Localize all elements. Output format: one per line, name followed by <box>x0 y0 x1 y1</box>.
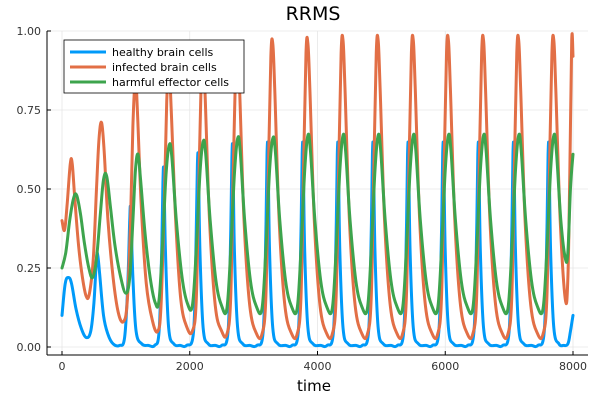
x-tick-label: 0 <box>59 360 66 373</box>
series-line-healthy-brain-cells <box>60 140 575 349</box>
series-line-infected-brain-cells <box>60 32 575 341</box>
y-tick-label: 0.00 <box>17 341 42 354</box>
chart-title: RRMS <box>286 3 341 25</box>
series-line-harmful-effector-cells <box>60 132 575 316</box>
legend-label: harmful effector cells <box>112 76 229 89</box>
legend: healthy brain cells infected brain cells h… <box>63 39 245 94</box>
y-tick-label: 0.25 <box>17 262 42 275</box>
legend-label: infected brain cells <box>112 61 217 74</box>
y-tick-label: 0.50 <box>17 183 42 196</box>
axes <box>46 30 588 356</box>
x-tick-label: 6000 <box>431 360 459 373</box>
x-tick-label: 8000 <box>559 360 587 373</box>
y-tick-label: 1.00 <box>17 25 42 38</box>
x-tick-label: 2000 <box>176 360 204 373</box>
y-tick-label: 0.75 <box>17 104 42 117</box>
tick-labels: 0 2000 4000 6000 8000 0.00 0.25 0.50 0.75 1.00 <box>17 25 588 373</box>
x-axis-label: time <box>297 377 331 395</box>
series-lines <box>60 32 575 349</box>
x-tick-label: 4000 <box>304 360 332 373</box>
legend-label: healthy brain cells <box>112 46 214 59</box>
